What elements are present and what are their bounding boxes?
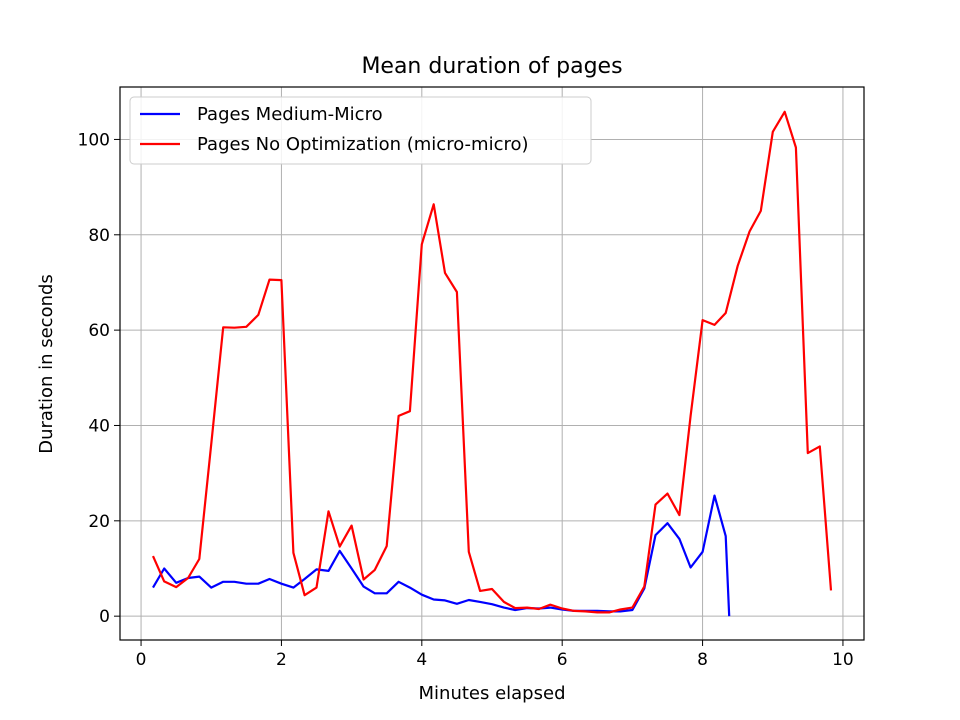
legend: Pages Medium-Micro Pages No Optimization … bbox=[129, 96, 592, 165]
y-tick-label: 40 bbox=[88, 416, 110, 436]
y-tick-label: 0 bbox=[99, 607, 110, 627]
legend-box bbox=[129, 96, 592, 165]
y-tick-label: 20 bbox=[88, 512, 110, 532]
x-axis-label: Minutes elapsed bbox=[419, 683, 566, 704]
y-tick-label: 80 bbox=[88, 226, 110, 246]
x-tick-label: 0 bbox=[136, 650, 147, 670]
legend-entry-label: Pages No Optimization (micro-micro) bbox=[197, 134, 529, 155]
y-tick-label: 60 bbox=[88, 321, 110, 341]
y-axis-label: Duration in seconds bbox=[36, 274, 57, 454]
y-tick-label: 100 bbox=[78, 130, 110, 150]
x-tick-label: 2 bbox=[276, 650, 287, 670]
x-tick-label: 4 bbox=[416, 650, 427, 670]
plot-frame bbox=[119, 86, 865, 641]
x-tick-label: 10 bbox=[832, 650, 854, 670]
series-line-2 bbox=[151, 110, 833, 614]
x-tick-label: 6 bbox=[557, 650, 568, 670]
series-lines bbox=[151, 110, 833, 617]
chart-title: Mean duration of pages bbox=[361, 54, 622, 79]
grid bbox=[120, 87, 864, 640]
x-tick-label: 8 bbox=[697, 650, 708, 670]
legend-entry-label: Pages Medium-Micro bbox=[197, 104, 383, 125]
